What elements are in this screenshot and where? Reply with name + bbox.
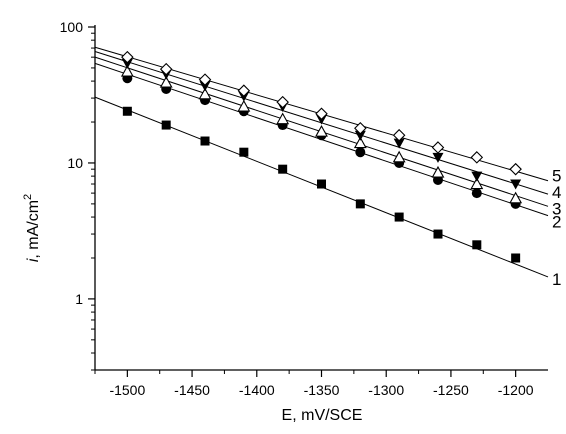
series-4-point xyxy=(432,152,444,163)
x-tick-label: -1500 xyxy=(109,382,145,398)
y-axis-title-var: i xyxy=(25,258,42,262)
series-1-point xyxy=(472,240,482,250)
series-3-point xyxy=(237,99,251,112)
series-4-point xyxy=(199,81,211,92)
series-1-point xyxy=(511,253,521,263)
series-3-point xyxy=(276,112,290,125)
series-3-point xyxy=(120,64,134,77)
series-label-2: 2 xyxy=(552,213,561,232)
x-axis-title: E, mV/SCE xyxy=(282,407,363,424)
x-axis: -1500 -1450 -1400 -1350 -1300 -1250 -1200 xyxy=(94,370,534,398)
series-4-point xyxy=(510,179,522,190)
series-3-point xyxy=(509,191,523,204)
y-tick-label: 100 xyxy=(60,19,84,35)
x-tick-label: -1450 xyxy=(174,382,210,398)
series-5-point xyxy=(431,141,445,154)
x-tick-label: -1250 xyxy=(433,382,469,398)
series-1-point xyxy=(355,199,365,209)
y-axis-title-unit: , mA/cm xyxy=(25,200,42,259)
series-3-point xyxy=(198,87,212,100)
x-tick-label: -1350 xyxy=(304,382,340,398)
markers xyxy=(120,50,523,263)
series-label-4: 4 xyxy=(552,183,561,202)
series-4-point xyxy=(354,130,366,141)
series-5-point xyxy=(509,162,522,176)
series-5-point xyxy=(392,128,406,142)
y-axis-title: i, mA/cm2 xyxy=(22,194,42,262)
x-tick-label: -1200 xyxy=(498,382,534,398)
x-tick-label: -1400 xyxy=(239,382,275,398)
x-tick-label: -1300 xyxy=(368,382,404,398)
series-5-point xyxy=(198,73,212,86)
series-5-point xyxy=(470,151,484,164)
series-5-point xyxy=(237,84,251,97)
series-5-point xyxy=(276,95,289,109)
series-2-point xyxy=(471,188,482,199)
y-tick-label: 10 xyxy=(67,155,83,171)
series-3-point xyxy=(392,150,406,163)
series-1-point xyxy=(122,106,132,116)
series-2-point xyxy=(355,147,366,158)
series-1-point xyxy=(161,120,171,130)
series-5-point xyxy=(159,62,173,76)
series-5-point xyxy=(315,107,328,121)
plot-frame xyxy=(94,25,548,371)
series-1-point xyxy=(433,229,443,239)
series-5-point xyxy=(121,50,134,64)
series-3-point xyxy=(159,75,173,88)
series-label-3: 3 xyxy=(552,199,561,218)
series-4-point xyxy=(393,138,405,149)
y-tick-label: 1 xyxy=(75,291,83,307)
series-4-point xyxy=(471,171,483,182)
series-label-5: 5 xyxy=(552,167,561,186)
series-4-point xyxy=(121,58,133,69)
series-3-point xyxy=(470,177,484,190)
series-3-point xyxy=(315,124,328,137)
series-1-point xyxy=(239,147,249,157)
series-5-point xyxy=(354,121,367,135)
series-1-point xyxy=(317,179,326,189)
series-3-point xyxy=(431,165,445,178)
series-label-1: 1 xyxy=(552,270,561,289)
series-1-point xyxy=(278,164,288,174)
y-axis: 1 10 100 xyxy=(60,19,95,371)
series-3-point xyxy=(353,136,367,149)
series-1-point xyxy=(394,212,404,222)
y-axis-title-sup: 2 xyxy=(22,194,34,200)
series-1-point xyxy=(200,136,210,146)
